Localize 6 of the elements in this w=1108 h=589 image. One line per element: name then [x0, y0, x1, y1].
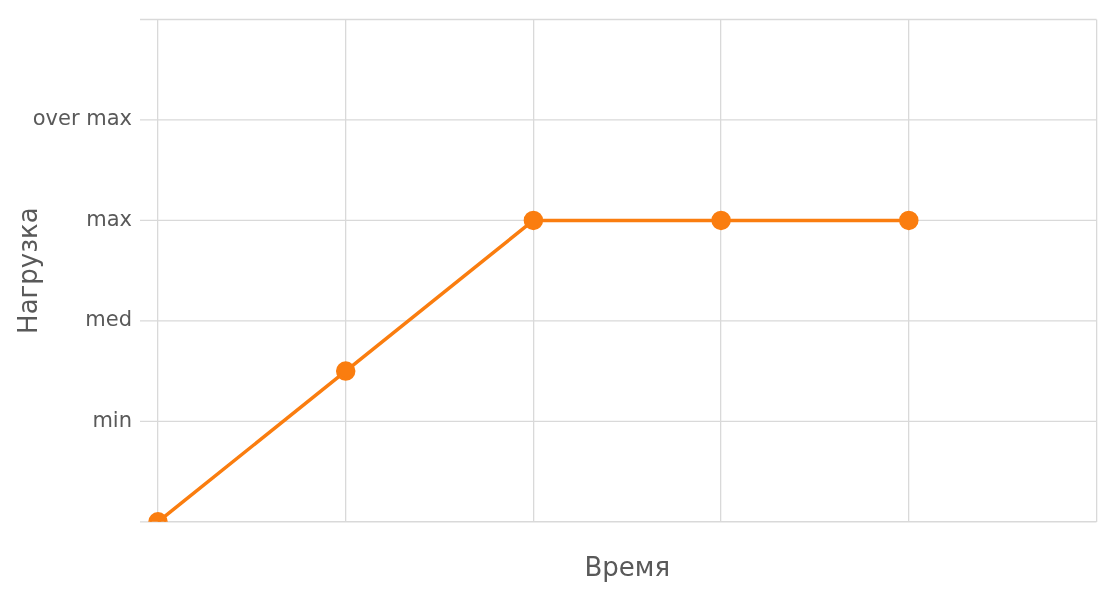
- text: over max: [32, 106, 132, 131]
- x-axis-title: Время: [584, 552, 671, 583]
- text: min: [92, 407, 132, 432]
- text: med: [85, 307, 132, 332]
- y-axis-title: Нагрузка: [12, 207, 43, 334]
- text: max: [86, 206, 132, 231]
